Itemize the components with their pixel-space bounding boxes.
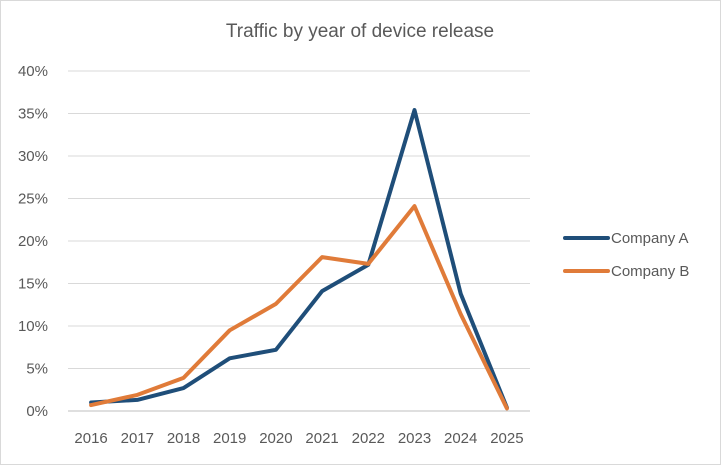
y-tick-label: 40% <box>18 63 48 80</box>
y-tick-label: 35% <box>18 106 48 123</box>
x-tick-label: 2019 <box>213 430 246 447</box>
y-tick-label: 10% <box>18 318 48 335</box>
x-tick-label: 2018 <box>167 430 200 447</box>
x-axis-ticks: 2016 2017 2018 2019 2020 2021 2022 2023 2024 2025 <box>74 430 523 447</box>
series-line-company-a <box>89 108 509 410</box>
legend-label: Company A <box>611 230 689 247</box>
x-tick-label: 2024 <box>444 430 477 447</box>
x-tick-label: 2016 <box>74 430 107 447</box>
gridlines <box>68 70 530 412</box>
y-tick-label: 15% <box>18 276 48 293</box>
series-lines <box>89 108 509 411</box>
x-tick-label: 2020 <box>259 430 292 447</box>
y-tick-label: 20% <box>18 233 48 250</box>
legend: Company A Company B <box>563 230 689 280</box>
x-tick-label: 2025 <box>490 430 523 447</box>
x-tick-label: 2021 <box>305 430 338 447</box>
y-axis-ticks: 0% 5% 10% 15% 20% 25% 30% 35% 40% <box>18 63 48 420</box>
chart-title: Traffic by year of device release <box>226 21 494 42</box>
y-tick-label: 5% <box>26 361 48 378</box>
x-tick-label: 2023 <box>398 430 431 447</box>
x-tick-label: 2022 <box>352 430 385 447</box>
x-tick-label: 2017 <box>121 430 154 447</box>
y-tick-label: 25% <box>18 191 48 208</box>
legend-label: Company B <box>611 263 689 280</box>
y-tick-label: 0% <box>26 403 48 420</box>
series-line-company-b <box>89 204 509 411</box>
y-tick-label: 30% <box>18 148 48 165</box>
